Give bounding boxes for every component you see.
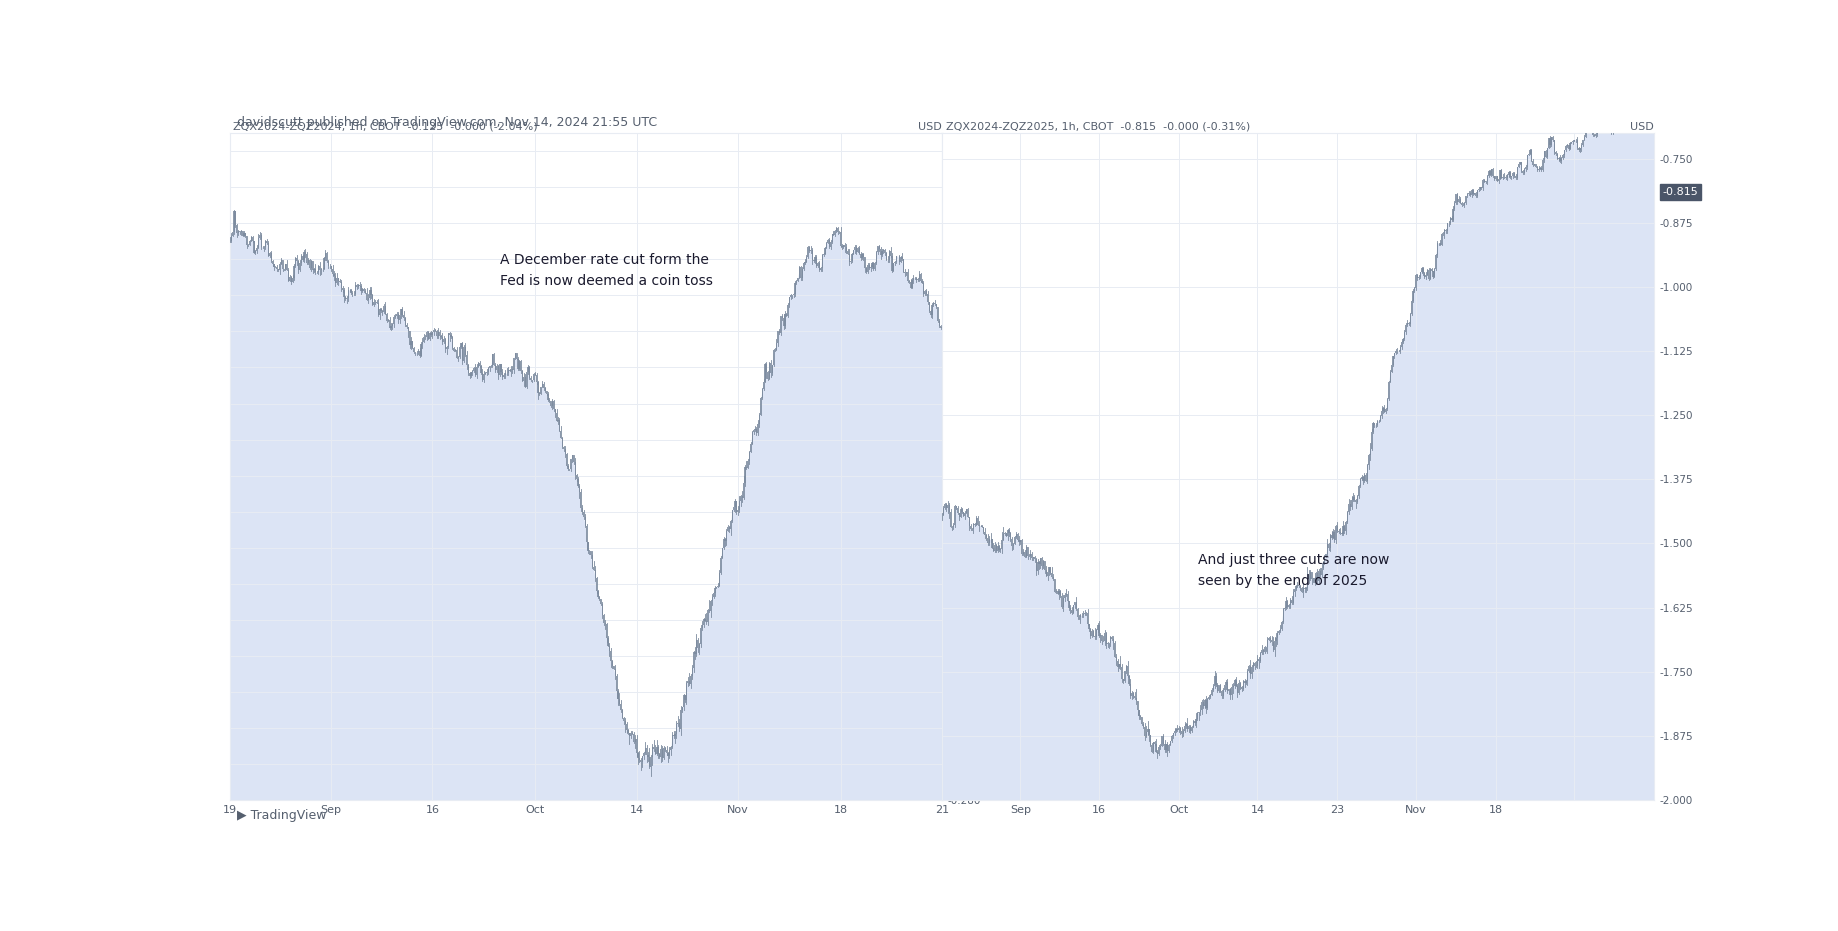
Text: USD: USD	[1630, 122, 1654, 132]
Text: USD: USD	[919, 122, 941, 132]
Text: -0.815: -0.815	[1663, 187, 1698, 197]
Text: ZQX2024-ZQZ2024, 1h, CBOT  -0.125  -0.000 (-2.04%): ZQX2024-ZQZ2024, 1h, CBOT -0.125 -0.000 …	[233, 122, 539, 132]
Text: davidscutt published on TradingView.com, Nov 14, 2024 21:55 UTC: davidscutt published on TradingView.com,…	[237, 116, 656, 129]
Text: A December rate cut form the
Fed is now deemed a coin toss: A December rate cut form the Fed is now …	[500, 253, 713, 288]
Text: ZQX2024-ZQZ2025, 1h, CBOT  -0.815  -0.000 (-0.31%): ZQX2024-ZQZ2025, 1h, CBOT -0.815 -0.000 …	[945, 122, 1250, 132]
Text: -0.125: -0.125	[950, 236, 985, 247]
Text: ▶ TradingView: ▶ TradingView	[237, 808, 327, 821]
Text: And just three cuts are now
seen by the end of 2025: And just three cuts are now seen by the …	[1198, 553, 1390, 587]
